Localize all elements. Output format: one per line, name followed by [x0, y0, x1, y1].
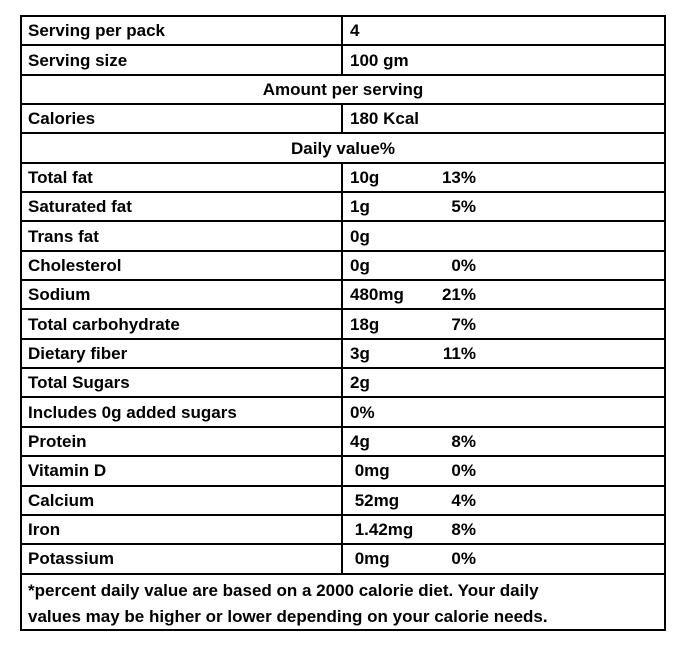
row-label: Saturated fat: [22, 193, 343, 221]
amount-value: 4g: [350, 431, 370, 451]
row-label: Calories: [22, 105, 343, 133]
amount-value: 0g: [350, 255, 370, 275]
table-row: Total carbohydrate 18g 7%: [22, 310, 664, 340]
row-value-cell: 18g 7%: [343, 310, 664, 337]
row-label: Serving per pack: [22, 17, 343, 45]
row-value-cell: 1.42mg 8%: [343, 516, 664, 543]
table-row: Dietary fiber 3g 11%: [22, 339, 664, 370]
row-label: Vitamin D: [22, 457, 343, 485]
table-row: Daily value%: [22, 134, 664, 164]
amount-value: 10g: [350, 167, 380, 187]
table-row: Iron 1.42mg 8%: [22, 515, 664, 546]
daily-value-percent: 13%: [441, 167, 476, 187]
footnote: *percent daily value are based on a 2000…: [22, 575, 664, 630]
row-value-cell: 1g 5%: [343, 193, 664, 220]
daily-value-percent: 21%: [441, 285, 476, 305]
table-row: Cholesterol 0g 0%: [22, 251, 664, 282]
footnote-line: values may be higher or lower depending …: [28, 606, 548, 626]
row-label: Cholesterol: [22, 251, 343, 280]
row-value-cell: 0g: [343, 222, 664, 249]
row-value-cell: 4g 8%: [343, 428, 664, 455]
table-row: Saturated fat 1g 5%: [22, 193, 664, 223]
amount-value: 1g: [350, 197, 370, 217]
table-row: Protein 4g 8%: [22, 427, 664, 458]
row-label: Potassium: [22, 545, 343, 573]
amount-value: 0g: [350, 226, 370, 246]
row-value-cell: 0%: [343, 398, 664, 425]
footnote-line: *percent daily value are based on a 2000…: [28, 580, 539, 600]
row-label: Iron: [22, 515, 343, 544]
amount-value: 3g: [350, 343, 370, 363]
amount-value: 52mg: [350, 490, 400, 510]
table-row: Calcium 52mg 4%: [22, 486, 664, 516]
table-row: Sodium 480mg 21%: [22, 281, 664, 311]
daily-value-percent: 0%: [451, 549, 476, 569]
row-label: Total carbohydrate: [22, 310, 343, 338]
daily-value-percent: 0%: [451, 461, 476, 481]
row-value-cell: 0g 0%: [343, 252, 664, 279]
row-label: Dietary fiber: [22, 339, 343, 368]
table-row: Total Sugars 2g: [22, 369, 664, 399]
nutrition-facts-table: Serving per pack 4 Serving size 100 gm Amoun…: [20, 15, 666, 631]
daily-value-percent: 7%: [451, 314, 476, 334]
section-header: Daily value%: [291, 138, 395, 158]
table-row: Trans fat 0g: [22, 222, 664, 252]
table-row: Includes 0g added sugars 0%: [22, 398, 664, 428]
row-value-cell: 0mg 0%: [343, 545, 664, 572]
daily-value-percent: 8%: [451, 520, 476, 540]
row-value-cell: 180 Kcal: [350, 109, 419, 129]
row-value-cell: 480mg 21%: [343, 281, 664, 308]
row-value-cell: 100 gm: [350, 50, 409, 70]
row-label: Trans fat: [22, 222, 343, 250]
daily-value-percent: 11%: [442, 343, 476, 363]
daily-value-percent: 4%: [451, 490, 476, 510]
row-label: Includes 0g added sugars: [22, 398, 343, 426]
daily-value-percent: 5%: [451, 197, 476, 217]
amount-value: 18g: [350, 314, 380, 334]
row-value-cell: 52mg 4%: [343, 487, 664, 514]
row-label: Sodium: [22, 281, 343, 309]
row-label: Total Sugars: [22, 369, 343, 397]
daily-value-percent: 0%: [451, 255, 476, 275]
section-header: Amount per serving: [262, 79, 424, 99]
amount-value: 480mg: [350, 285, 404, 305]
table-row: Vitamin D 0mg 0%: [22, 457, 664, 487]
table-row: Serving size 100 gm: [22, 46, 664, 76]
amount-value: 0mg: [350, 461, 390, 481]
row-label: Calcium: [22, 486, 343, 514]
table-row: Serving per pack 4: [22, 17, 664, 47]
amount-value: 0%: [350, 402, 375, 422]
table-row: Potassium 0mg 0%: [22, 545, 664, 575]
row-value-cell: 4: [350, 21, 360, 41]
row-value-cell: 2g: [343, 369, 664, 396]
row-value-cell: 3g 11%: [343, 340, 664, 367]
row-label: Total fat: [22, 163, 343, 192]
table-row: Calories 180 Kcal: [22, 105, 664, 135]
amount-value: 0mg: [350, 549, 390, 569]
row-value-cell: 10g 13%: [343, 164, 664, 191]
row-label: Protein: [22, 427, 343, 456]
table-row: Amount per serving: [22, 76, 664, 106]
amount-value: 2g: [350, 373, 370, 393]
row-value-cell: 0mg 0%: [343, 457, 664, 484]
row-label: Serving size: [22, 46, 343, 74]
daily-value-percent: 8%: [451, 431, 476, 451]
amount-value: 1.42mg: [350, 520, 414, 540]
table-row: Total fat 10g 13%: [22, 163, 664, 194]
